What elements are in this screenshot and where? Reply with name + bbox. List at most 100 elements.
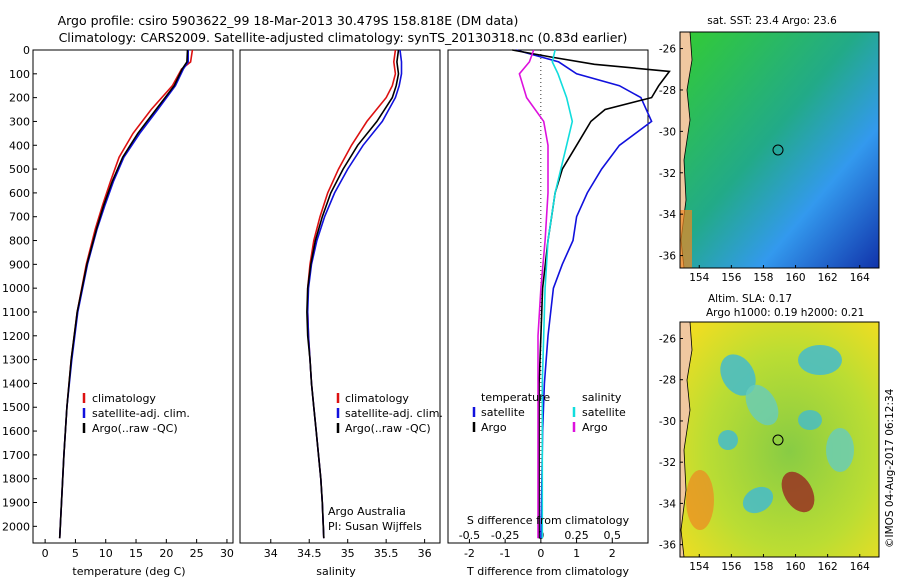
y-tick-label: 1100 [2, 306, 30, 319]
legend-label-satellite: satellite-adj. clim. [92, 407, 190, 420]
x-tick-label: 20 [159, 547, 173, 560]
lat-tick-label: -34 [659, 209, 676, 221]
salinity-profile-lines [306, 49, 403, 539]
eddy-cold [720, 354, 756, 396]
sla-map-title: Altim. SLA: 0.17 [708, 293, 792, 305]
y-tick-label: 1800 [2, 473, 30, 486]
difference-legend: temperature satellite Argo salinity sate… [472, 391, 626, 434]
diff-line-t-argo [512, 49, 671, 539]
lat-tick-label: -32 [659, 457, 676, 469]
eddy-cold [798, 345, 842, 375]
legend-title-temperature: temperature [481, 391, 550, 404]
y-tick-label: 1900 [2, 497, 30, 510]
sst-field [680, 32, 879, 268]
eddy-cold [742, 486, 774, 514]
imos-credit: ©IMOS 04-Aug-2017 06:12:34 [884, 388, 896, 548]
sla-map: Altim. SLA: 0.17 Argo h1000: 0.19 h2000:… [659, 293, 880, 573]
difference-profile-lines [512, 49, 671, 539]
salinity-panel: 34 34.5 35 35.5 36 salinity climatology sate… [239, 49, 443, 578]
salinity-xlabel: salinity [316, 565, 356, 578]
legend-label-satellite: satellite-adj. clim. [345, 407, 443, 420]
y-tick-label: 700 [9, 211, 30, 224]
lon-tick-label: 162 [818, 561, 838, 573]
x-tick-label: 5 [72, 547, 79, 560]
lat-tick-label: -28 [659, 375, 676, 387]
y-tick-label: 900 [9, 258, 30, 271]
sst-map-frame [679, 31, 880, 269]
eddy-warm [781, 471, 815, 513]
x-tick-label: 34 [264, 547, 278, 560]
temperature-profile-lines [58, 49, 194, 539]
lon-tick-label: 162 [818, 272, 838, 284]
y-tick-label: 2000 [2, 520, 30, 533]
x-tick-label: 25 [190, 547, 204, 560]
t-difference-xlabel: T difference from climatology [466, 565, 629, 578]
legend-label-climatology: climatology [92, 392, 156, 405]
y-tick-label: 100 [9, 68, 30, 81]
title-line-2: Climatology: CARS2009. Satellite-adjuste… [59, 30, 628, 45]
y-tick-label: 1400 [2, 377, 30, 390]
t-difference-tick-labels: -2 -1 0 1 2 [464, 539, 616, 560]
x-tick-label: 34.5 [297, 547, 322, 560]
s-difference-xlabel: S difference from climatology [467, 514, 630, 527]
x-tick-label: 30 [220, 547, 234, 560]
x-tick-label: -2 [464, 547, 475, 560]
sla-latitude-ticks: -26 -28 -30 -32 -34 -36 [659, 333, 683, 552]
lon-tick-label: 156 [721, 561, 741, 573]
eddy-cold [798, 410, 822, 430]
x-tick-label: -1 [500, 547, 511, 560]
x-tick-label: 0 [42, 547, 49, 560]
lon-tick-label: 158 [753, 272, 773, 284]
legend-label-argo: Argo(..raw -QC) [345, 422, 431, 435]
y-tick-label: 1600 [2, 425, 30, 438]
x-tick-label: 2 [609, 547, 616, 560]
y-tick-label: 400 [9, 139, 30, 152]
lat-tick-label: -36 [659, 540, 676, 552]
sla-longitude-ticks: 154 156 158 160 162 164 [689, 554, 870, 573]
lat-tick-label: -32 [659, 168, 676, 180]
legend-label-t-argo: Argo [481, 421, 507, 434]
y-tick-label: 1700 [2, 449, 30, 462]
lon-tick-label: 160 [786, 561, 806, 573]
x-tick-label: 35 [341, 547, 355, 560]
eddy-warm [686, 470, 714, 530]
lon-tick-label: 158 [753, 561, 773, 573]
legend-label-s-argo: Argo [582, 421, 608, 434]
difference-axes-box [447, 49, 649, 544]
y-tick-label: 0 [23, 44, 30, 57]
s-tick-label: -0.5 [459, 529, 480, 542]
y-tick-label: 300 [9, 115, 30, 128]
temperature-tick-labels: 0 5 10 15 20 25 30 [42, 539, 234, 560]
lon-tick-label: 156 [721, 272, 741, 284]
sst-map-title: sat. SST: 23.4 Argo: 23.6 [707, 15, 837, 27]
x-tick-label: 1 [573, 547, 580, 560]
temperature-xlabel: temperature (deg C) [72, 565, 185, 578]
x-tick-label: 36 [418, 547, 432, 560]
annotation-argo-australia: Argo Australia [328, 505, 406, 518]
title-line-1: Argo profile: csiro 5903622_99 18-Mar-20… [58, 13, 519, 28]
legend-label-s-satellite: satellite [582, 406, 626, 419]
lat-tick-label: -34 [659, 498, 676, 510]
temperature-panel: 0100200300400500600700800900100011001200… [2, 44, 234, 578]
sst-longitude-ticks: 154 156 158 160 162 164 [689, 265, 870, 284]
diff-line-t-satellite [515, 49, 653, 539]
legend-label-argo: Argo(..raw -QC) [92, 422, 178, 435]
y-tick-label: 1300 [2, 354, 30, 367]
lat-tick-label: -30 [659, 416, 676, 428]
lon-tick-label: 164 [850, 272, 870, 284]
y-tick-label: 600 [9, 187, 30, 200]
depth-tick-labels: 0 100 200 300 400 500 600 700 800 900 1000 1100 1200… [2, 44, 37, 533]
x-tick-label: 35.5 [374, 547, 399, 560]
legend-title-salinity: salinity [582, 391, 622, 404]
s-tick-label: 0.25 [564, 529, 589, 542]
lat-tick-label: -26 [659, 333, 676, 345]
lat-tick-label: -36 [659, 251, 676, 263]
salinity-legend: climatology satellite-adj. clim. Argo(..… [336, 392, 443, 435]
lat-tick-label: -26 [659, 44, 676, 56]
lon-tick-label: 154 [689, 272, 709, 284]
lon-tick-label: 160 [786, 272, 806, 284]
x-tick-label: 10 [99, 547, 113, 560]
x-tick-label: 15 [129, 547, 143, 560]
temperature-legend: climatology satellite-adj. clim. Argo(..… [82, 392, 190, 435]
